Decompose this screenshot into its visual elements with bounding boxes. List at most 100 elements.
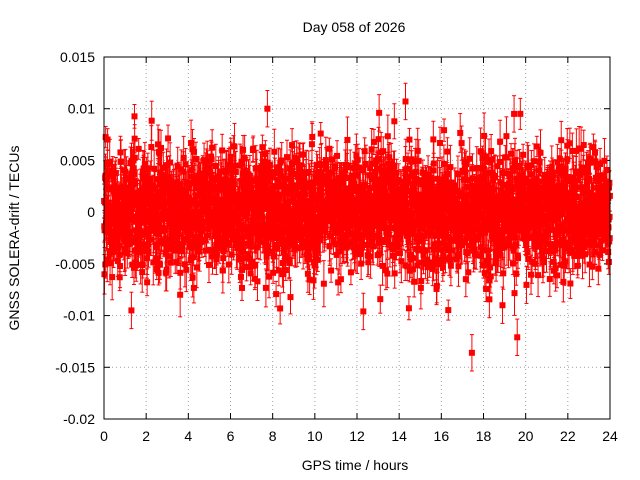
marker-square	[155, 269, 162, 276]
marker-square	[240, 146, 247, 153]
marker-square	[192, 155, 199, 162]
x-tick-label: 18	[476, 428, 492, 444]
marker-square	[164, 242, 171, 249]
marker-square	[156, 150, 163, 157]
marker-square	[161, 227, 168, 234]
marker-square	[178, 209, 185, 216]
marker-square	[174, 163, 181, 170]
x-tick-label: 4	[184, 428, 192, 444]
marker-square	[188, 167, 195, 174]
marker-square	[173, 259, 180, 266]
marker-square	[237, 273, 244, 280]
x-tick-label: 14	[391, 428, 407, 444]
y-tick-label: -0.02	[63, 411, 95, 427]
marker-square	[144, 241, 151, 248]
marker-square	[176, 206, 183, 213]
marker-square	[130, 190, 137, 197]
marker-square	[144, 279, 151, 286]
marker-square	[171, 220, 178, 227]
x-tick-label: 16	[434, 428, 450, 444]
marker-square	[198, 222, 205, 229]
marker-square	[104, 136, 111, 143]
marker-square	[169, 243, 176, 250]
marker-square	[182, 161, 189, 168]
marker-square	[160, 164, 167, 171]
marker-square	[165, 135, 172, 142]
x-tick-label: 22	[560, 428, 576, 444]
marker-square	[108, 167, 115, 174]
marker-square	[225, 261, 232, 268]
marker-square	[273, 291, 280, 298]
marker-square	[232, 168, 239, 175]
marker-square	[262, 284, 269, 291]
marker-square	[131, 113, 138, 120]
marker-square	[114, 188, 121, 195]
y-tick-label: -0.01	[63, 308, 95, 324]
marker-square	[141, 166, 148, 173]
marker-square	[183, 266, 190, 273]
marker-square	[152, 184, 159, 191]
x-tick-label: 0	[100, 428, 108, 444]
marker-square	[167, 259, 174, 266]
marker-square	[151, 165, 158, 172]
marker-square	[117, 158, 124, 165]
marker-square	[271, 148, 278, 155]
marker-square	[110, 174, 117, 181]
x-tick-label: 20	[518, 428, 534, 444]
marker-square	[178, 241, 185, 248]
marker-square	[144, 165, 151, 172]
marker-square	[131, 154, 138, 161]
marker-square	[126, 233, 133, 240]
marker-square	[177, 269, 184, 276]
chart-title: Day 058 of 2026	[303, 19, 406, 35]
marker-square	[148, 144, 155, 151]
marker-square	[111, 244, 118, 251]
marker-square	[103, 176, 110, 183]
data-point	[104, 128, 111, 151]
y-tick-label: 0.015	[60, 49, 95, 65]
marker-square	[113, 184, 120, 191]
marker-square	[123, 174, 130, 181]
marker-square	[150, 226, 157, 233]
marker-square	[197, 170, 204, 177]
marker-square	[127, 211, 134, 218]
marker-square	[139, 269, 146, 276]
marker-square	[158, 171, 165, 178]
marker-square	[147, 236, 154, 243]
marker-square	[162, 249, 169, 256]
marker-square	[188, 140, 195, 147]
marker-square	[181, 236, 188, 243]
x-tick-label: 24	[602, 428, 618, 444]
data-point	[135, 138, 142, 160]
marker-square	[194, 212, 201, 219]
data-point	[190, 272, 197, 304]
y-tick-label: 0.005	[60, 152, 95, 168]
marker-square	[133, 262, 140, 269]
marker-square	[143, 173, 150, 180]
marker-square	[153, 266, 160, 273]
marker-square	[199, 227, 206, 234]
y-axis-ticks: -0.02 -0.015 -0.01 -0.005 0 0.005 0.01 0.015	[55, 49, 610, 427]
marker-square	[208, 156, 215, 163]
x-tick-label: 6	[227, 428, 235, 444]
marker-square	[124, 250, 131, 257]
marker-square	[181, 261, 188, 268]
data-point	[148, 100, 155, 141]
marker-square	[163, 266, 170, 273]
marker-square	[106, 159, 113, 166]
data-point	[270, 261, 277, 284]
marker-square	[190, 284, 197, 291]
marker-square	[189, 254, 196, 261]
data-series-solera-drift	[101, 82, 613, 372]
data-point	[273, 280, 280, 308]
marker-square	[168, 179, 175, 186]
marker-square	[166, 186, 173, 193]
marker-square	[117, 262, 124, 269]
marker-square	[177, 291, 184, 298]
marker-square	[231, 143, 238, 150]
marker-square	[122, 168, 129, 175]
marker-square	[169, 225, 176, 232]
marker-square	[148, 117, 155, 124]
marker-square	[163, 162, 170, 169]
